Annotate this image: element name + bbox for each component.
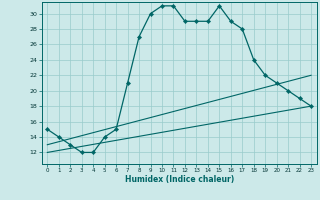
- X-axis label: Humidex (Indice chaleur): Humidex (Indice chaleur): [124, 175, 234, 184]
